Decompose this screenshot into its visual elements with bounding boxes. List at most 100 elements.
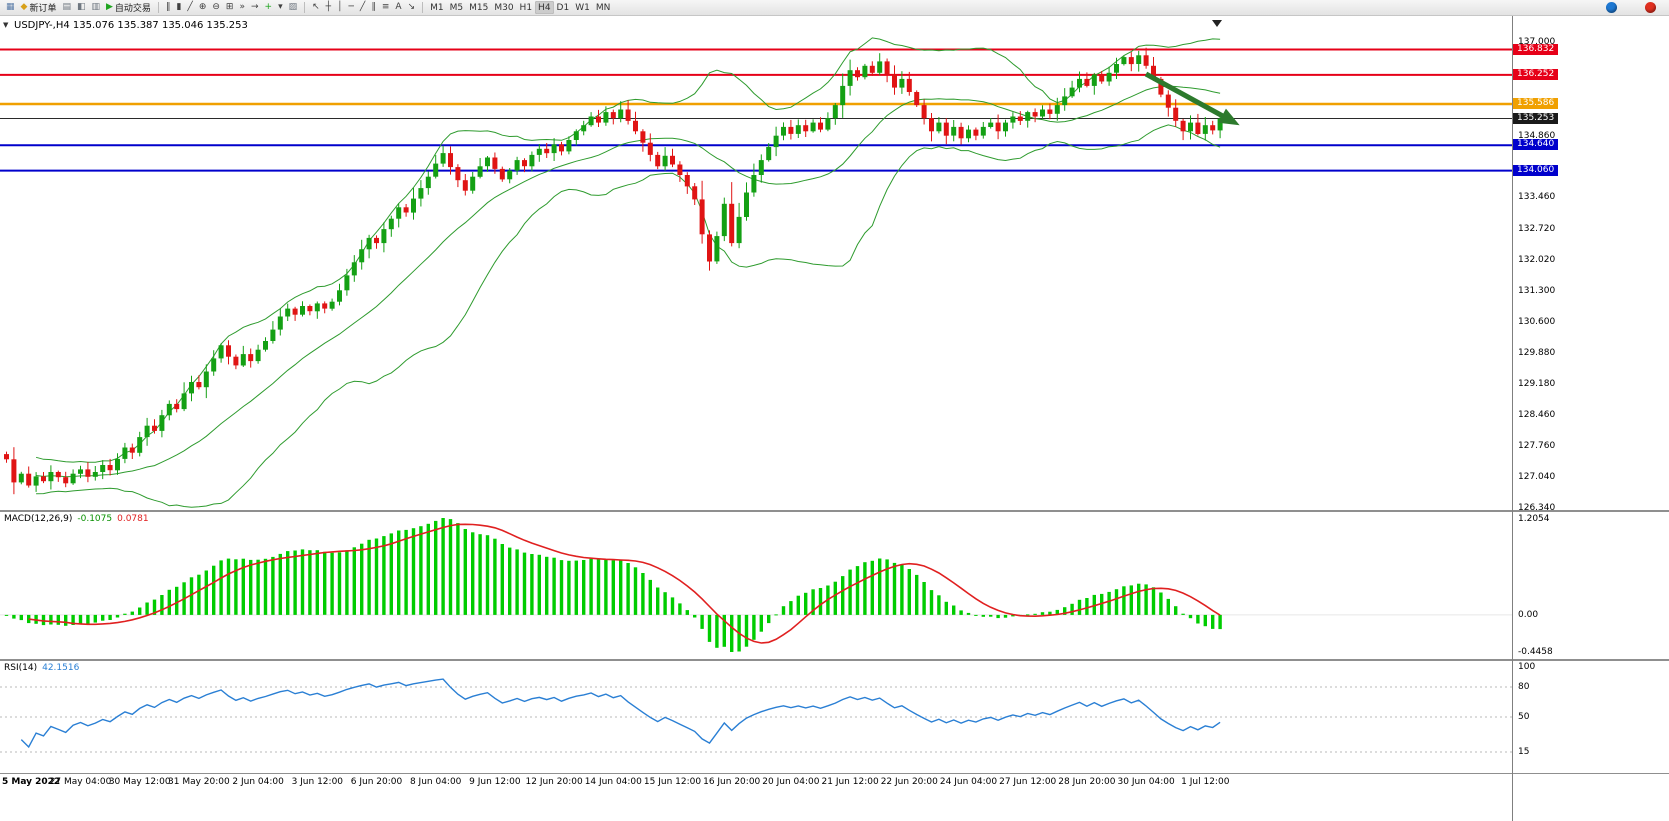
price-axis-label: 127.040 bbox=[1518, 472, 1556, 483]
trendline-icon: ╱ bbox=[359, 2, 366, 12]
crosshair-button[interactable]: ┼ bbox=[323, 1, 334, 14]
price-level-badge: 136.252 bbox=[1513, 68, 1559, 80]
tf-h1-button[interactable]: H1 bbox=[517, 1, 536, 14]
indicators-icon: + bbox=[264, 2, 273, 12]
terminal-icon: ▥ bbox=[91, 2, 100, 12]
panel-divider[interactable] bbox=[0, 659, 1669, 661]
tf-w1-label: W1 bbox=[575, 2, 590, 13]
chart-title: USDJPY-,H4 135.076 135.387 135.046 135.2… bbox=[14, 20, 248, 31]
crosshair-icon: ┼ bbox=[325, 2, 332, 12]
price-level-badge: 136.832 bbox=[1513, 43, 1559, 55]
main-chart-panel[interactable]: ▼ USDJPY-,H4 135.076 135.387 135.046 135… bbox=[0, 16, 1512, 510]
horizontal-line-icon: ─ bbox=[348, 2, 354, 12]
bar-chart-icon: ‖ bbox=[165, 2, 171, 12]
channel-button[interactable]: ∥ bbox=[368, 1, 379, 14]
market-watch-button[interactable]: ▤ bbox=[59, 1, 74, 14]
navigator-button[interactable]: ◧ bbox=[74, 1, 89, 14]
tf-d1-button[interactable]: D1 bbox=[554, 1, 573, 14]
tf-h1-label: H1 bbox=[519, 2, 533, 13]
zoom-out-button[interactable]: ⊖ bbox=[209, 1, 223, 14]
tf-m5-button[interactable]: M5 bbox=[447, 1, 467, 14]
templates-button[interactable]: ▨ bbox=[286, 1, 301, 14]
tf-m1-label: M1 bbox=[430, 2, 444, 13]
new-order-button[interactable]: ◆ 新订单 bbox=[18, 1, 60, 14]
toolbar-group-line-studies: ↖ ┼ │ ─ ╱ ∥ ≡ A ↘ bbox=[309, 1, 418, 14]
time-axis-label: 12 Jun 20:00 bbox=[525, 777, 583, 787]
terminal-button[interactable]: ▥ bbox=[88, 1, 103, 14]
price-axis-label: 128.460 bbox=[1518, 410, 1556, 421]
cursor-button[interactable]: ↖ bbox=[309, 1, 323, 14]
one-click-trading-toggle[interactable]: ▼ bbox=[3, 21, 9, 29]
tf-w1-button[interactable]: W1 bbox=[572, 1, 593, 14]
toolbar-groups: ▦ ◆ 新订单 ▤ ◧ ▥ ▶ 自动交易 ‖ ▮ ╱ ⊕ ⊖ ⊞» → + ▾ ▨ ↖ ┼ │ ─ ╱ ∥ ≡ A ↘ M1 M5 M15… bbox=[3, 1, 613, 14]
macd-svg[interactable] bbox=[0, 512, 1512, 659]
candlestick-chart-icon: ▮ bbox=[176, 2, 182, 12]
tf-mn-button[interactable]: MN bbox=[593, 1, 614, 14]
time-axis-label: 24 Jun 04:00 bbox=[939, 777, 998, 787]
panel-divider[interactable] bbox=[0, 510, 1669, 512]
tf-m30-button[interactable]: M30 bbox=[491, 1, 516, 14]
text-tool-button[interactable]: A bbox=[392, 1, 404, 14]
tile-windows-button[interactable]: ⊞ bbox=[223, 1, 237, 14]
toolbar-separator bbox=[304, 2, 306, 13]
line-chart-button[interactable]: ╱ bbox=[184, 1, 195, 14]
vertical-line-button[interactable]: │ bbox=[334, 1, 345, 14]
axis-separator bbox=[1512, 16, 1513, 821]
arrows-tool-button[interactable]: ↘ bbox=[405, 1, 419, 14]
rsi-panel[interactable]: RSI(14) 42.1516 bbox=[0, 661, 1512, 773]
periods-list-button[interactable]: ▾ bbox=[275, 1, 286, 14]
price-axis-label: 129.880 bbox=[1518, 348, 1556, 359]
rsi-value: 42.1516 bbox=[42, 663, 80, 673]
price-level-badge: 134.640 bbox=[1513, 139, 1559, 151]
price-level-badge: 135.253 bbox=[1513, 112, 1559, 124]
time-axis-label: 21 Jun 12:00 bbox=[821, 777, 879, 787]
rsi-axis-label: 50 bbox=[1518, 712, 1530, 722]
community-icon[interactable] bbox=[1606, 2, 1617, 13]
auto-scroll-button[interactable]: » bbox=[236, 1, 248, 14]
line-chart-icon: ╱ bbox=[187, 2, 193, 12]
new-order-label: 新订单 bbox=[29, 4, 57, 14]
time-axis-label: 30 May 12:00 bbox=[108, 777, 171, 787]
price-axis-label: 130.600 bbox=[1518, 316, 1556, 327]
tf-m5-label: M5 bbox=[449, 2, 464, 13]
fibonacci-button[interactable]: ≡ bbox=[379, 1, 393, 14]
trendline-button[interactable]: ╱ bbox=[357, 1, 368, 14]
autotrading-icon: ▶ bbox=[106, 2, 113, 12]
indicators-button[interactable]: + bbox=[262, 1, 276, 14]
zoom-in-button[interactable]: ⊕ bbox=[196, 1, 210, 14]
rsi-axis-label: 80 bbox=[1518, 682, 1530, 692]
tf-m30-label: M30 bbox=[494, 2, 514, 13]
templates-icon: ▨ bbox=[288, 2, 298, 12]
horizontal-line-button[interactable]: ─ bbox=[346, 1, 357, 14]
price-axis-label: 137.000 bbox=[1518, 37, 1556, 48]
price-level-badge: 135.586 bbox=[1513, 98, 1559, 109]
time-axis-label: 28 Jun 20:00 bbox=[1058, 777, 1116, 787]
panel-divider[interactable] bbox=[0, 773, 1669, 774]
tf-h4-button[interactable]: H4 bbox=[535, 1, 554, 14]
channel-icon: ∥ bbox=[371, 2, 376, 12]
auto-scroll-icon: » bbox=[239, 2, 245, 12]
rsi-axis-label: 100 bbox=[1518, 662, 1536, 672]
time-axis-label: 27 Jun 12:00 bbox=[999, 777, 1057, 787]
tf-m15-button[interactable]: M15 bbox=[466, 1, 491, 14]
tf-m1-button[interactable]: M1 bbox=[427, 1, 447, 14]
macd-panel[interactable]: MACD(12,26,9) -0.1075 0.0781 bbox=[0, 512, 1512, 659]
macd-value-main: -0.1075 bbox=[77, 514, 113, 524]
autotrading-button[interactable]: ▶ 自动交易 bbox=[103, 1, 154, 14]
main-chart-svg[interactable] bbox=[0, 16, 1512, 510]
time-axis-label: 1 Jul 12:00 bbox=[1181, 777, 1230, 787]
time-axis[interactable]: 5 May 2022 27 May 04:00 30 May 12:00 31 May… bbox=[0, 774, 1512, 792]
rsi-svg[interactable] bbox=[0, 661, 1512, 773]
chart-shift-button[interactable]: → bbox=[248, 1, 262, 14]
price-axis[interactable]: 137.000 134.860 133.460 132.720 132.020 131.3… bbox=[1512, 0, 1669, 821]
price-axis-label: 134.860 bbox=[1518, 130, 1556, 141]
time-axis-label: 8 Jun 04:00 bbox=[409, 777, 462, 787]
zoom-out-icon: ⊖ bbox=[212, 2, 220, 12]
time-axis-label: 3 Jun 12:00 bbox=[291, 777, 344, 787]
new-chart-button[interactable]: ▦ bbox=[3, 1, 18, 14]
tf-d1-label: D1 bbox=[556, 2, 570, 13]
toolbar-separator bbox=[422, 2, 424, 13]
bar-chart-button[interactable]: ‖ bbox=[163, 1, 174, 14]
candlestick-chart-button[interactable]: ▮ bbox=[173, 1, 184, 14]
news-icon[interactable] bbox=[1645, 2, 1656, 13]
